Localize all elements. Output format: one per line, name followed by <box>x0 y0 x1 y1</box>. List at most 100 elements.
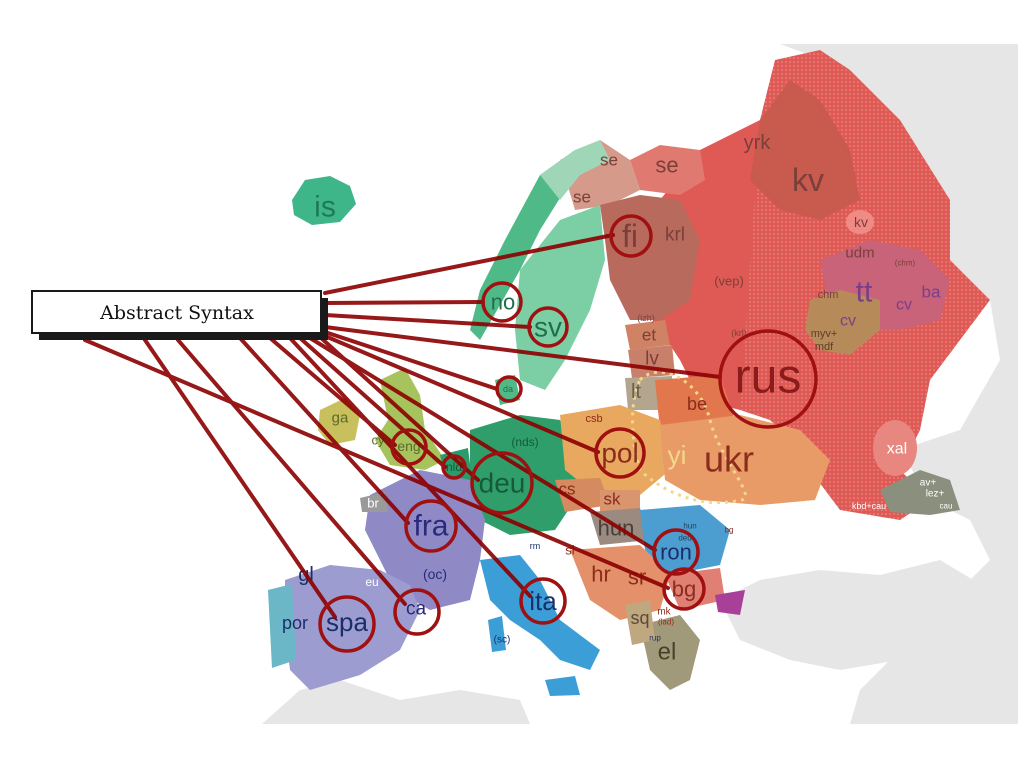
label-bg: bg <box>672 577 696 602</box>
connection-line-bg <box>83 338 670 590</box>
label-krl: krl <box>665 225 685 246</box>
region-komi-small <box>846 210 874 234</box>
circle-fi <box>609 214 653 258</box>
label-mk: mk <box>657 607 671 618</box>
label-chm: (chm) <box>895 259 916 268</box>
region-komi <box>750 80 860 220</box>
circle-sv <box>527 306 569 348</box>
region-iceland <box>292 176 356 225</box>
circle-ron <box>652 528 700 576</box>
circle-spa <box>318 595 376 653</box>
connection-line-sv <box>323 313 532 329</box>
label-se: se <box>600 151 618 170</box>
label-no: no <box>491 290 515 315</box>
connection-line-ca <box>176 338 407 606</box>
circle-bg <box>662 567 706 611</box>
connection-line-ron <box>308 336 657 552</box>
connection-line-no <box>323 300 485 305</box>
region-bulgaria <box>665 568 725 610</box>
label-rup: rup <box>649 634 661 643</box>
region-france <box>365 470 485 610</box>
label-ukr: ukr <box>704 439 754 480</box>
circle-ita <box>519 577 567 625</box>
label-lt: lt <box>631 381 641 403</box>
label-sq: sq <box>630 608 649 628</box>
connection-line-da <box>323 330 499 391</box>
region-kalmyk <box>873 420 917 476</box>
connection-line-fi <box>323 233 615 295</box>
abstract-syntax-label: Abstract Syntax <box>99 302 254 324</box>
label-bg-small: bg <box>725 526 734 535</box>
label-et: et <box>642 326 656 345</box>
label-se: se <box>655 153 678 178</box>
label-ron: ron <box>660 540 692 565</box>
neighbor-land-turkey <box>720 560 1000 670</box>
label-udm: udm <box>845 245 874 262</box>
label-kv: kv <box>792 162 824 198</box>
label-lad: (lad) <box>658 618 674 627</box>
circle-da <box>495 375 523 403</box>
label-eu: eu <box>365 575 378 589</box>
region-albania <box>625 600 655 645</box>
circle-pol <box>594 427 646 479</box>
label-av: av+ <box>920 478 937 489</box>
label-izh: (izh) <box>637 313 655 323</box>
connection-lines <box>83 233 722 619</box>
label-vep: (vep) <box>714 274 744 289</box>
region-poland <box>560 405 670 495</box>
label-chm: chm <box>818 289 839 301</box>
label-da: da <box>503 384 513 394</box>
label-ga: ga <box>332 410 349 427</box>
label-se: se <box>573 188 591 207</box>
label-be: be <box>687 394 707 414</box>
label-fra: fra <box>413 510 448 543</box>
label-rm: rm <box>506 537 517 547</box>
region-slovakia <box>600 490 640 512</box>
label-rm: rm <box>530 541 541 551</box>
label-ita: ita <box>529 586 557 616</box>
region-czech <box>555 478 610 512</box>
neighbor-land-east <box>780 44 1018 724</box>
label-lez: lez+ <box>926 489 945 500</box>
neighbor-land-africa <box>262 680 530 724</box>
label-br: br <box>367 496 379 511</box>
circle-no <box>481 281 523 323</box>
label-nds: (nds) <box>511 435 538 449</box>
label-xal: xal <box>887 441 907 458</box>
label-yi: yi <box>668 440 687 470</box>
label-csb: csb <box>585 413 602 425</box>
region-brittany <box>360 492 388 512</box>
label-mdf: mdf <box>815 341 834 353</box>
highlight-circles <box>318 214 818 653</box>
region-sardinia <box>488 616 506 652</box>
label-cv: cv <box>896 297 912 314</box>
label-hr: hr <box>591 562 611 587</box>
label-yrk: yrk <box>744 132 772 154</box>
circle-eng <box>390 428 428 466</box>
region-estonia <box>625 320 670 350</box>
region-finland <box>600 195 700 320</box>
label-ca: ca <box>406 599 427 620</box>
circle-deu <box>470 451 534 515</box>
label-fi: fi <box>622 218 638 254</box>
region-greece <box>640 615 700 690</box>
region-ukraine <box>660 415 830 505</box>
label-sc: (sc) <box>494 635 511 646</box>
region-turkish-europe <box>715 590 745 615</box>
label-cv: cv <box>840 313 856 330</box>
region-portugal <box>268 584 296 668</box>
label-tt: tt <box>856 276 873 309</box>
circle-rus <box>718 329 818 429</box>
label-pol: pol <box>601 438 638 469</box>
label-deu-small: deu <box>678 534 691 543</box>
label-is: is <box>314 191 336 224</box>
region-sami-east <box>630 145 705 195</box>
label-hun-small: hun <box>683 522 696 531</box>
label-sk: sk <box>604 490 622 509</box>
region-caucasus <box>880 470 960 515</box>
region-italy <box>480 555 600 670</box>
connection-line-rus <box>323 325 722 379</box>
label-el: el <box>658 639 677 666</box>
label-ba: ba <box>922 283 941 302</box>
label-sv: sv <box>534 312 562 343</box>
